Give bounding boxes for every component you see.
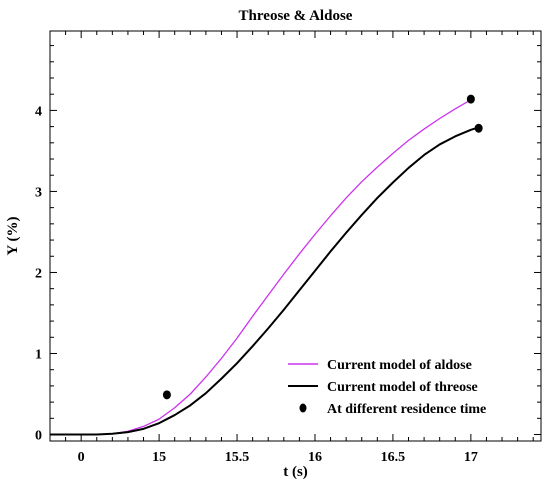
y-tick-label: 3	[35, 185, 42, 200]
x-tick-label: 16	[308, 450, 322, 465]
series-line-0	[50, 99, 472, 436]
y-tick-label: 2	[35, 266, 42, 281]
ticks-layer: 0 15 15.5 16 16.5 17 0 1 2 3 4	[35, 31, 541, 465]
data-point	[474, 123, 483, 133]
legend-marker-2	[299, 403, 307, 413]
y-tick-label: 4	[35, 104, 42, 119]
data-point	[162, 390, 171, 400]
y-axis-label: Y (%)	[5, 216, 21, 255]
x-tick-label: 15.5	[225, 450, 250, 465]
x-tick-label: 0	[78, 450, 85, 465]
x-tick-label: 16.5	[381, 450, 406, 465]
x-tick-label: 15	[152, 450, 166, 465]
legend-label: Current model of aldose	[327, 358, 472, 373]
y-tick-label: 0	[35, 429, 42, 444]
chart-title: Threose & Aldose	[239, 8, 353, 24]
x-axis-label: t (s)	[283, 464, 308, 480]
x-tick-label: 17	[464, 450, 478, 465]
plot-frame	[49, 30, 542, 442]
data-point	[466, 94, 475, 104]
legend-label: Current model of threose	[327, 380, 478, 395]
legend: Current model of aldose Current model of …	[288, 358, 486, 417]
axes-layer	[49, 30, 542, 442]
legend-label: At different residence time	[327, 402, 486, 417]
y-tick-label: 1	[35, 347, 42, 362]
series-layer	[50, 94, 483, 436]
series-line-1	[50, 126, 479, 436]
